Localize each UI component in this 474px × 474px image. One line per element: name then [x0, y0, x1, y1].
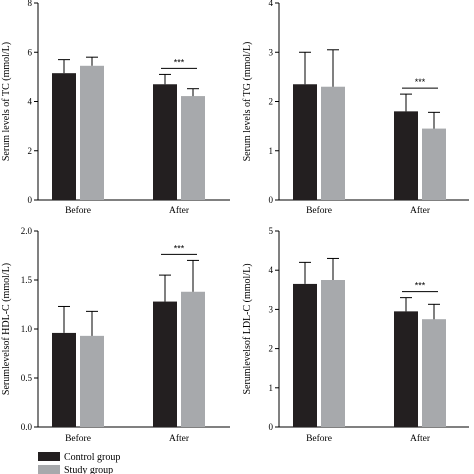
y-tick-label: 0	[269, 422, 274, 432]
legend-swatch	[38, 465, 60, 474]
x-tick-label: Before	[65, 205, 91, 216]
x-tick-label: After	[410, 433, 431, 444]
y-axis-label: Serum levels of TG (mmol/L)	[242, 42, 253, 162]
legend-label: Control group	[64, 452, 120, 463]
bar	[153, 84, 177, 200]
bar	[321, 280, 345, 427]
bar	[293, 84, 317, 200]
y-tick-label: 2	[269, 97, 274, 107]
significance-label: ***	[415, 77, 426, 87]
y-tick-label: 0.5	[21, 373, 33, 383]
x-tick-label: After	[169, 205, 190, 216]
y-axis-label: Serumlevelsof HDL-C (mmol/L)	[1, 263, 12, 395]
bar	[321, 86, 345, 200]
bar	[80, 335, 104, 427]
chart-panel-1: 0 2 4 6 8 Serum levels of TC (mmol/L) Before Af…	[1, 0, 230, 216]
y-tick-label: 6	[28, 47, 33, 57]
x-tick-label: After	[169, 433, 190, 444]
y-tick-label: 0	[28, 195, 33, 205]
chart-panel-2: 0 1 2 3 4 Serum levels of TG (mmol/L) Before Af…	[242, 0, 469, 216]
x-tick-label: Before	[65, 433, 91, 444]
y-tick-label: 0.0	[21, 422, 33, 432]
y-axis-label: Serumlevelsof LDL-C (mmol/L)	[242, 263, 253, 394]
y-tick-label: 2	[28, 146, 33, 156]
y-tick-label: 5	[269, 226, 274, 236]
y-tick-label: 2	[269, 344, 274, 354]
y-tick-label: 2.0	[21, 226, 33, 236]
x-tick-label: After	[410, 205, 431, 216]
bar	[422, 319, 446, 427]
y-tick-label: 1	[269, 383, 274, 393]
y-tick-label: 1.0	[21, 324, 33, 334]
chart-panel-3: 0.0 0.5 1.0 1.5 2.0 Serumlevelsof HDL-C (mmol…	[1, 226, 230, 444]
legend: Control group Study group	[38, 452, 120, 474]
bar	[422, 128, 446, 200]
bar	[394, 111, 418, 200]
y-tick-label: 1	[269, 146, 274, 156]
y-tick-label: 1.5	[21, 275, 33, 285]
bar	[153, 301, 177, 427]
chart-panel-4: 0 1 2 3 4 5 Serumlevelsof LDL-C (mmol/L) Before…	[242, 226, 469, 444]
significance-label: ***	[174, 243, 185, 253]
y-axis-label: Serum levels of TC (mmol/L)	[1, 42, 12, 161]
y-tick-label: 4	[269, 265, 274, 275]
y-tick-label: 0	[269, 195, 274, 205]
significance-label: ***	[174, 57, 185, 67]
y-tick-label: 4	[28, 97, 33, 107]
bar	[80, 65, 104, 200]
legend-swatch	[38, 452, 60, 461]
bar	[52, 73, 76, 200]
legend-label: Study group	[64, 465, 113, 474]
bar	[181, 291, 205, 427]
y-tick-label: 8	[28, 0, 33, 8]
y-tick-label: 4	[269, 0, 274, 8]
bar	[52, 332, 76, 427]
bar	[394, 311, 418, 427]
y-tick-label: 3	[269, 304, 274, 314]
y-tick-label: 3	[269, 47, 274, 57]
bar	[181, 96, 205, 200]
x-tick-label: Before	[306, 433, 332, 444]
bar	[293, 283, 317, 427]
x-tick-label: Before	[306, 205, 332, 216]
significance-label: ***	[415, 281, 426, 291]
